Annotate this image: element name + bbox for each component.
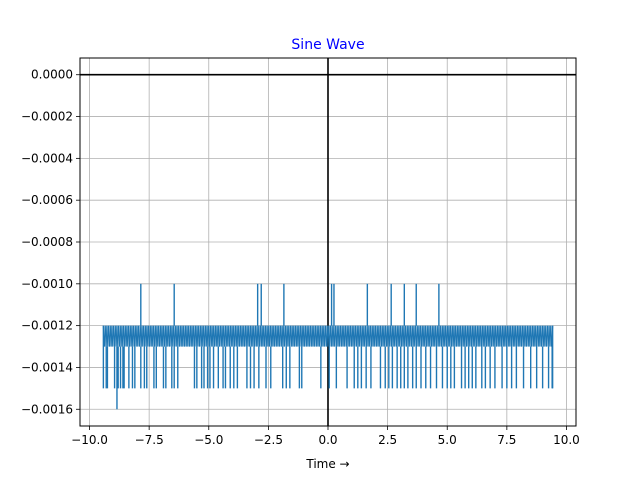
chart-title: Sine Wave (291, 37, 364, 53)
x-tick-label: −2.5 (254, 433, 283, 447)
x-tick-label: 0.0 (318, 433, 337, 447)
y-tick-label: 0.0000 (31, 68, 73, 82)
y-tick-label: −0.0008 (21, 235, 73, 249)
series-layer (102, 283, 554, 410)
y-tick-label: −0.0014 (21, 360, 73, 374)
x-tick-label: −5.0 (194, 433, 223, 447)
x-tick-label: 7.5 (497, 433, 516, 447)
reference-lines (80, 58, 576, 426)
x-tick-label: −7.5 (135, 433, 164, 447)
y-tick-label: −0.0012 (21, 319, 73, 333)
y-tick-label: −0.0016 (21, 402, 73, 416)
signal-line (102, 325, 554, 347)
x-axis-label: Time → (305, 457, 349, 471)
y-tick-label: −0.0002 (21, 110, 73, 124)
x-tick-label: −10.0 (71, 433, 108, 447)
x-tick-label: 10.0 (553, 433, 580, 447)
x-tick-label: 2.5 (378, 433, 397, 447)
y-tick-label: −0.0004 (21, 151, 73, 165)
x-tick-label: 5.0 (438, 433, 457, 447)
y-tick-label: −0.0006 (21, 193, 73, 207)
y-tick-label: −0.0010 (21, 277, 73, 291)
tick-layer: −10.0 −7.5 −5.0 −2.5 0.0 2.5 5.0 7.5 10.0 0.0000 −… (21, 68, 580, 447)
